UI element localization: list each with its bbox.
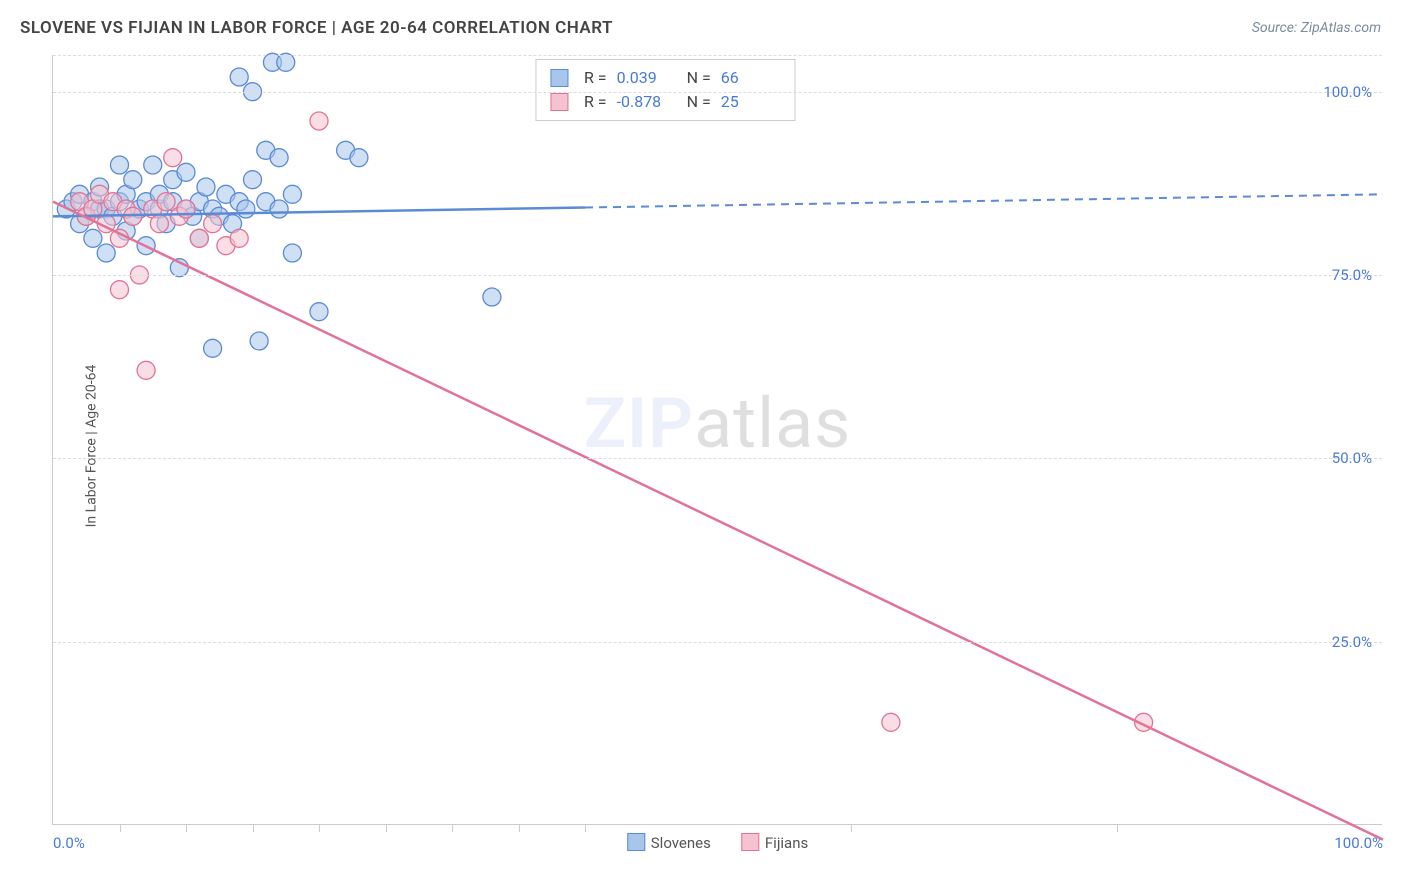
- data-point: [137, 361, 155, 379]
- data-point: [84, 229, 102, 247]
- legend-label: Slovenes: [651, 834, 711, 852]
- legend-label: Fijians: [765, 834, 808, 852]
- plot-svg: [53, 55, 1382, 824]
- x-tick-mark: [851, 824, 852, 832]
- y-tick-label: 25.0%: [1332, 633, 1372, 651]
- data-point: [97, 244, 115, 262]
- data-point: [244, 171, 262, 189]
- legend-item: Fijians: [741, 833, 808, 852]
- gridline-h: [53, 92, 1382, 93]
- x-tick-mark: [519, 824, 520, 832]
- data-point: [283, 185, 301, 203]
- x-tick-mark: [319, 824, 320, 832]
- legend-swatch: [741, 833, 759, 851]
- data-point: [157, 193, 175, 211]
- y-tick-label: 50.0%: [1332, 449, 1372, 467]
- legend-swatch: [550, 93, 568, 111]
- data-point: [237, 200, 255, 218]
- legend-item: Slovenes: [627, 833, 711, 852]
- y-tick-label: 100.0%: [1323, 83, 1372, 101]
- data-point: [250, 332, 268, 350]
- data-point: [204, 339, 222, 357]
- data-point: [144, 156, 162, 174]
- stats-r-value: -0.878: [617, 90, 677, 114]
- data-point: [310, 112, 328, 130]
- chart-title: SLOVENE VS FIJIAN IN LABOR FORCE | AGE 2…: [20, 18, 613, 38]
- x-tick-mark: [253, 824, 254, 832]
- data-point: [150, 215, 168, 233]
- stats-r-label: R =: [584, 66, 607, 90]
- x-tick-mark: [585, 824, 586, 832]
- x-tick-mark: [120, 824, 121, 832]
- bottom-legend: Slovenes Fijians: [627, 833, 808, 852]
- source-credit: Source: ZipAtlas.com: [1252, 20, 1381, 36]
- stats-n-label: N =: [687, 66, 711, 90]
- x-tick-mark: [452, 824, 453, 832]
- stats-n-value: 66: [721, 66, 781, 90]
- stats-r-value: 0.039: [617, 66, 677, 90]
- legend-swatch: [550, 69, 568, 87]
- data-point: [270, 200, 288, 218]
- stats-row: R = -0.878 N = 25: [550, 90, 781, 114]
- stats-n-label: N =: [687, 90, 711, 114]
- x-tick-mark: [186, 824, 187, 832]
- gridline-h: [53, 55, 1382, 56]
- x-tick-mark: [386, 824, 387, 832]
- plot-area: R = 0.039N = 66R = -0.878N = 25 ZIPatlas…: [52, 55, 1382, 825]
- data-point: [277, 53, 295, 71]
- y-tick-label: 75.0%: [1332, 266, 1372, 284]
- data-point: [483, 288, 501, 306]
- gridline-h: [53, 275, 1382, 276]
- x-tick-mark: [1117, 824, 1118, 832]
- regression-line: [53, 202, 1383, 840]
- legend-swatch: [627, 833, 645, 851]
- data-point: [230, 68, 248, 86]
- data-point: [310, 303, 328, 321]
- data-point: [270, 149, 288, 167]
- data-point: [124, 171, 142, 189]
- stats-n-value: 25: [721, 90, 781, 114]
- data-point: [882, 713, 900, 731]
- data-point: [350, 149, 368, 167]
- data-point: [283, 244, 301, 262]
- stats-row: R = 0.039 N = 66: [550, 66, 781, 90]
- data-point: [111, 281, 129, 299]
- regression-line-dashed: [585, 194, 1383, 207]
- data-point: [177, 163, 195, 181]
- x-tick-label: 0.0%: [53, 834, 85, 852]
- x-tick-label: 100.0%: [1334, 834, 1383, 852]
- data-point: [204, 215, 222, 233]
- correlation-stats-box: R = 0.039 N = 66 R = -0.878 N = 25: [535, 59, 796, 121]
- gridline-h: [53, 458, 1382, 459]
- stats-r-label: R =: [584, 90, 607, 114]
- gridline-h: [53, 642, 1382, 643]
- data-point: [190, 229, 208, 247]
- data-point: [197, 178, 215, 196]
- data-point: [111, 229, 129, 247]
- data-point: [164, 149, 182, 167]
- data-point: [230, 229, 248, 247]
- data-point: [111, 156, 129, 174]
